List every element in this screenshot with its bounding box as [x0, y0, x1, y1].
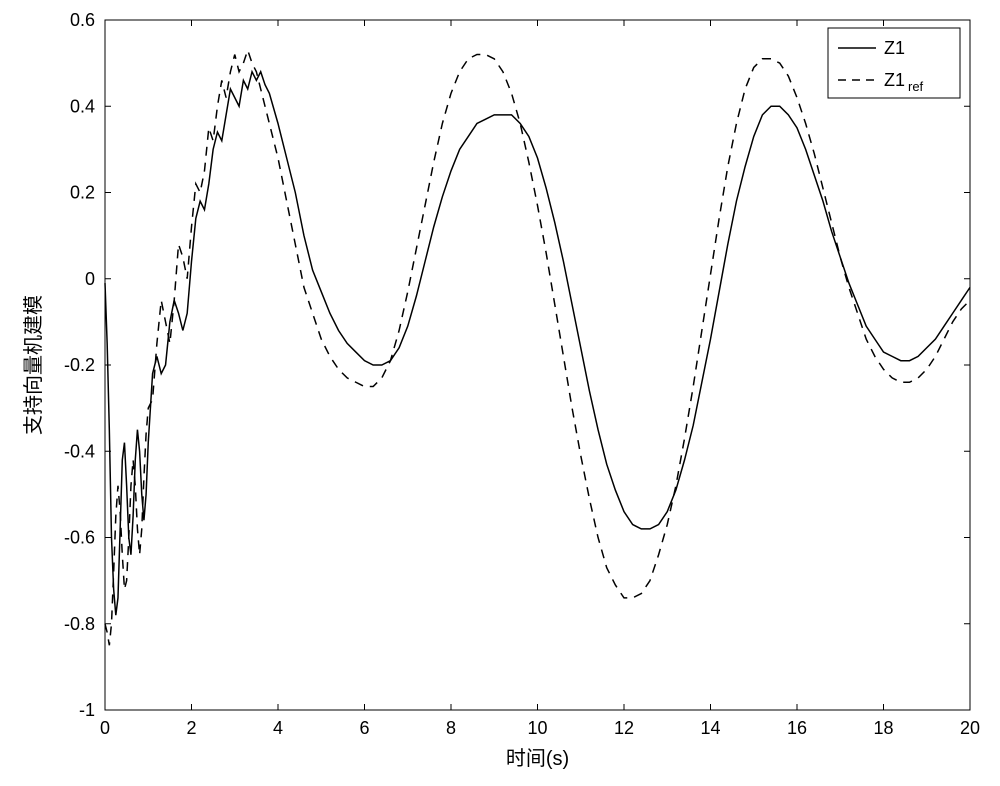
x-tick-label: 6: [359, 718, 369, 738]
y-tick-label: 0: [85, 269, 95, 289]
y-tick-label: 0.2: [70, 183, 95, 203]
x-tick-label: 14: [700, 718, 720, 738]
x-tick-label: 0: [100, 718, 110, 738]
plot-box: [105, 20, 970, 710]
y-axis-label: 支持向量机建模: [22, 295, 45, 435]
x-tick-label: 10: [527, 718, 547, 738]
x-tick-label: 16: [787, 718, 807, 738]
y-tick-label: 0.6: [70, 10, 95, 30]
chart-container: 0 2 4 6 8 10 12 14 16 18 20 -1 -0.8 -0.6 -0.4 -0.2 0 0.2 0…: [0, 0, 1000, 786]
legend-sub: ref: [908, 79, 924, 94]
x-tick-label: 20: [960, 718, 980, 738]
x-tick-label: 8: [446, 718, 456, 738]
x-tick-label: 4: [273, 718, 283, 738]
line-chart: 0 2 4 6 8 10 12 14 16 18 20 -1 -0.8 -0.6 -0.4 -0.2 0 0.2 0…: [0, 0, 1000, 786]
y-tick-label: -1: [79, 700, 95, 720]
y-tick-label: 0.4: [70, 96, 95, 116]
series-Z1: [105, 72, 970, 615]
x-tick-label: 12: [614, 718, 634, 738]
series-Z1_ref: [105, 50, 970, 645]
y-tick-label: -0.8: [64, 614, 95, 634]
x-tick-label: 2: [186, 718, 196, 738]
x-axis-label: 时间(s): [506, 747, 569, 770]
x-tick-label: 18: [873, 718, 893, 738]
y-tick-label: -0.2: [64, 355, 95, 375]
legend-label: Z1: [884, 70, 905, 90]
y-tick-label: -0.4: [64, 441, 95, 461]
y-tick-label: -0.6: [64, 528, 95, 548]
legend-label: Z1: [884, 38, 905, 58]
